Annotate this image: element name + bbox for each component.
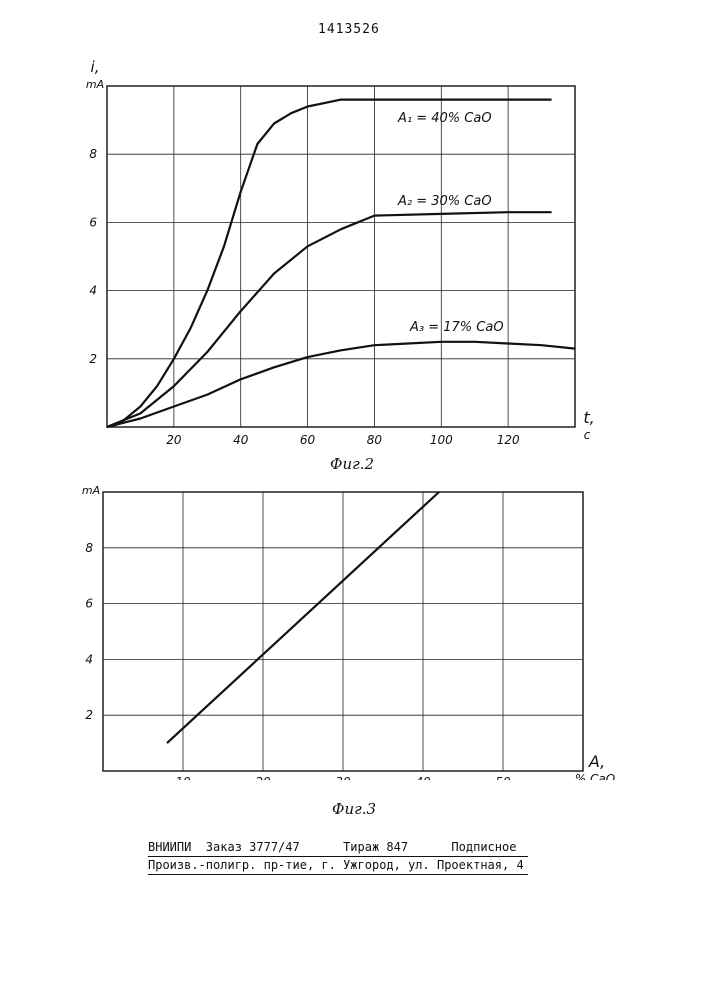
series-label: A₁ = 40% CaO: [397, 111, 492, 126]
x-tick-label: 40: [233, 433, 249, 447]
x-tick-label: 10: [175, 775, 191, 780]
x-tick-label: 50: [495, 775, 511, 780]
y-axis-label-unit: mA: [86, 78, 104, 91]
caption-fig2: Фиг.2: [330, 455, 374, 473]
x-tick-label: 40: [415, 775, 431, 780]
x-tick-label: 60: [300, 433, 316, 447]
x-tick-label: 120: [497, 433, 520, 447]
x-tick-label: 20: [255, 775, 271, 780]
y-axis-label-symbol: i,: [87, 480, 96, 482]
series-line: [167, 492, 439, 743]
series-label: A₂ = 30% CaO: [397, 194, 492, 209]
x-tick-label: 20: [166, 433, 182, 447]
x-axis-label-unit: c: [584, 428, 591, 442]
y-axis-label-unit: mA: [82, 484, 100, 497]
series-label: A₃ = 17% CaO: [409, 320, 504, 335]
y-tick-label: 4: [89, 284, 97, 298]
x-tick-label: 100: [430, 433, 453, 447]
y-tick-label: 2: [89, 352, 97, 366]
y-tick-label: 4: [85, 652, 93, 666]
x-axis-label-unit: % CaO: [575, 772, 615, 780]
x-tick-label: 30: [335, 775, 351, 780]
chart-fig3: 10 20 30 40 50 2 4 6 8 i, mA A,% CaO: [0, 480, 707, 780]
imprint-rule-1: [148, 856, 528, 857]
y-axis-label-symbol: i,: [91, 58, 100, 76]
chart-fig2: 20 40 60 80 100 120 2 4 6 8 i, mA t,c A₁ = 40% CaO A₂ …: [0, 0, 707, 470]
y-tick-label: 6: [89, 215, 97, 229]
x-axis-label-symbol: t,: [583, 408, 594, 427]
caption-fig3: Фиг.3: [332, 800, 376, 818]
y-tick-label: 8: [85, 541, 93, 555]
imprint-line-2: Произв.-полигр. пр-тие, г. Ужгород, ул. …: [148, 858, 524, 872]
x-axis-label-symbol: A,: [588, 752, 605, 771]
y-tick-label: 6: [85, 597, 93, 611]
imprint-rule-2: [148, 874, 528, 875]
y-tick-label: 2: [85, 708, 93, 722]
imprint-line-1: ВНИИПИ Заказ 3777/47 Тираж 847 Подписное: [148, 840, 516, 854]
y-tick-label: 8: [89, 147, 97, 161]
x-tick-label: 80: [367, 433, 383, 447]
plot-frame: [107, 86, 575, 427]
